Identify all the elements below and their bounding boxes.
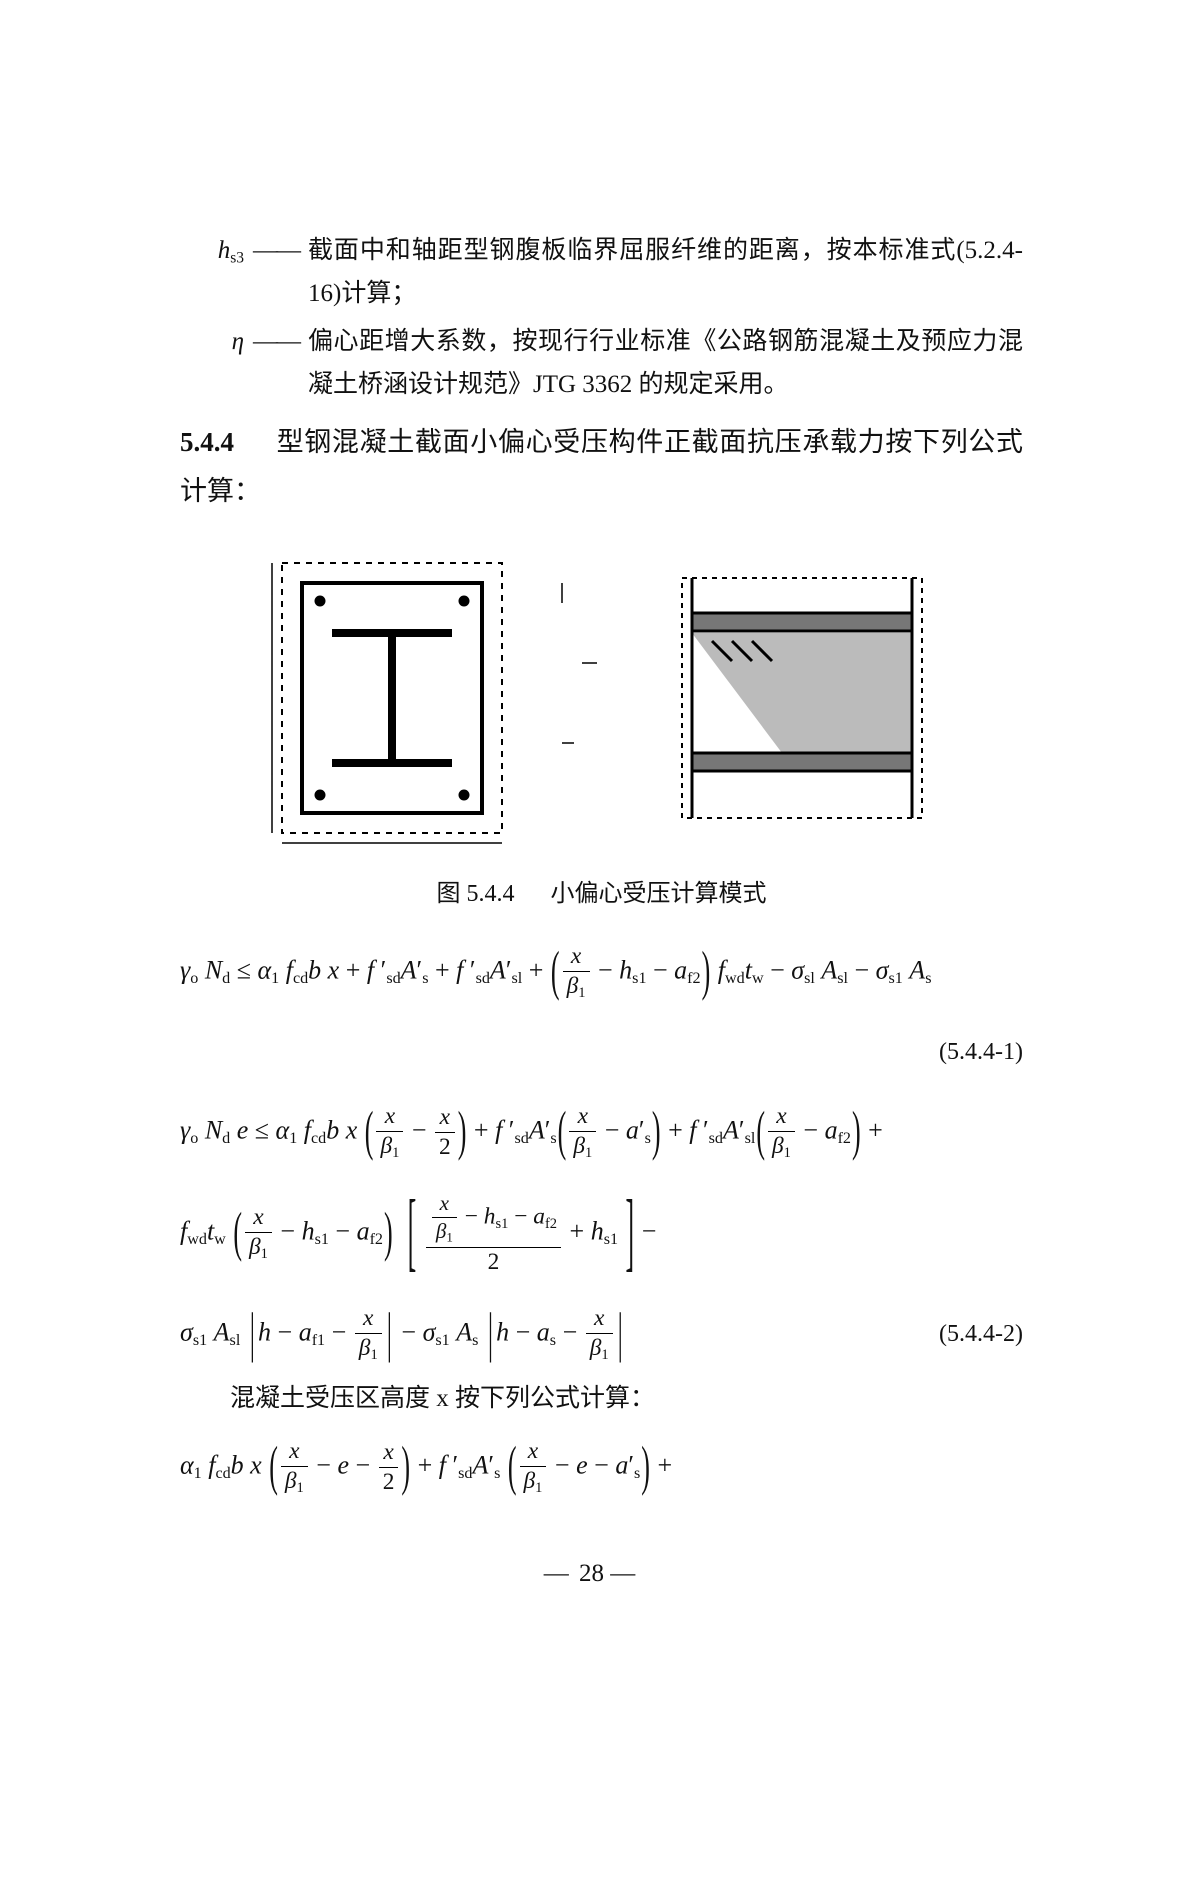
equation-number: (5.4.4-1) — [883, 1039, 1023, 1066]
equation-body: γo Nd ≤ α1 fcdb x + f ′sdA′s + f ′sdA′sl… — [180, 943, 1023, 1002]
figure-svg — [262, 543, 942, 853]
page-number: — 28 — — [0, 1560, 1183, 1588]
equation: fwdtw (xβ1 − hs1 − af2) [ xβ1 − hs1 − af… — [180, 1178, 1023, 1288]
equation-body: α1 fcdb x (xβ1 − e − x2) + f ′sdA′s (xβ1… — [180, 1438, 1023, 1497]
definition-dash: —— — [244, 230, 308, 273]
equation: γo Nd e ≤ α1 fcdb x (xβ1 − x2) + f ′sdA′… — [180, 1098, 1023, 1166]
definition-dash: —— — [244, 321, 308, 364]
equation: σs1 Asl |h − af1 − xβ1| − σs1 As |h − as… — [180, 1300, 1023, 1368]
equation: α1 fcdb x (xβ1 − e − x2) + f ′sdA′s (xβ1… — [180, 1433, 1023, 1501]
equation-body: fwdtw (xβ1 − hs1 − af2) [ xβ1 − hs1 − af… — [180, 1191, 1023, 1276]
definition-symbol: η — [180, 321, 244, 364]
section-number: 5.4.4 — [180, 427, 234, 457]
definition-text: 截面中和轴距型钢腹板临界屈服纤维的距离，按本标准式(5.2.4-16)计算； — [308, 230, 1023, 315]
equation: γo Nd ≤ α1 fcdb x + f ′sdA′s + f ′sdA′sl… — [180, 938, 1023, 1006]
definition-row: η —— 偏心距增大系数，按现行行业标准《公路钢筋混凝土及预应力混凝土桥涵设计规… — [180, 321, 1023, 406]
figure-caption-number: 图 5.4.4 — [437, 881, 515, 907]
body-text: 混凝土受压区高度 x 按下列公式计算： — [180, 1376, 1023, 1421]
page: hs3 —— 截面中和轴距型钢腹板临界屈服纤维的距离，按本标准式(5.2.4-1… — [0, 0, 1183, 1888]
figure — [180, 543, 1023, 853]
definition-row: hs3 —— 截面中和轴距型钢腹板临界屈服纤维的距离，按本标准式(5.2.4-1… — [180, 230, 1023, 315]
section-text: 型钢混凝土截面小偏心受压构件正截面抗压承载力按下列公式计算： — [180, 427, 1023, 506]
page-number-value: 28 — [579, 1560, 604, 1587]
figure-caption: 图 5.4.4 小偏心受压计算模式 — [180, 873, 1023, 908]
figure-caption-text: 小偏心受压计算模式 — [551, 881, 767, 907]
definition-symbol: hs3 — [180, 230, 244, 273]
equation-number-row: (5.4.4-1) — [180, 1018, 1023, 1086]
definition-text: 偏心距增大系数，按现行行业标准《公路钢筋混凝土及预应力混凝土桥涵设计规范》JTG… — [308, 321, 1023, 406]
section-heading: 5.4.4 型钢混凝土截面小偏心受压构件正截面抗压承载力按下列公式计算： — [180, 418, 1023, 515]
equation-body: σs1 Asl |h − af1 − xβ1| − σs1 As |h − as… — [180, 1305, 883, 1364]
equation-number: (5.4.4-2) — [883, 1321, 1023, 1348]
equation-body: γo Nd e ≤ α1 fcdb x (xβ1 − x2) + f ′sdA′… — [180, 1103, 1023, 1162]
